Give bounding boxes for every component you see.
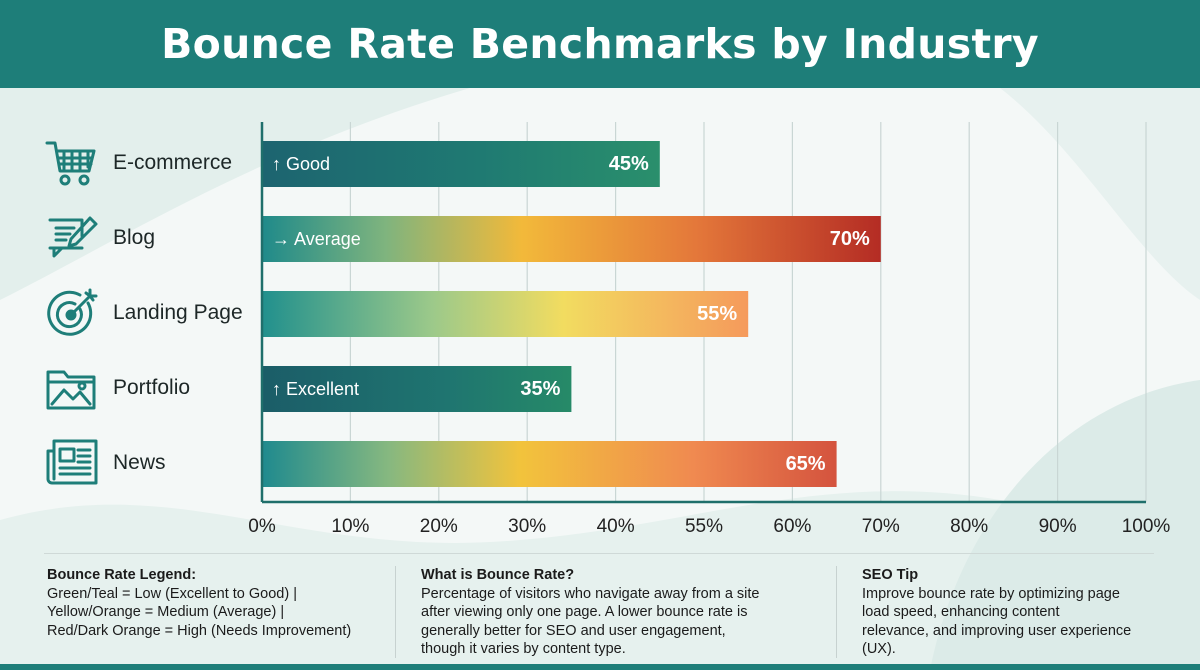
bar-value-label: 35%	[520, 377, 561, 400]
blog-pencil-icon	[48, 216, 98, 258]
bar-portfolio	[262, 366, 572, 412]
what-is-line: generally better for SEO and user engage…	[421, 622, 726, 639]
category-label: Portfolio	[113, 376, 191, 399]
seo-tip-line: load speed, enhancing content	[862, 604, 1060, 620]
category-row-ecommerce: E-commerce	[44, 135, 232, 191]
what-is-line: after viewing only one page. A lower bou…	[421, 604, 748, 620]
what-is-block: What is Bounce Rate? Percentage of visit…	[421, 566, 811, 659]
x-tick-label: 40%	[596, 516, 635, 537]
footer-separator	[836, 566, 837, 658]
page-title: Bounce Rate Benchmarks by Industry	[161, 20, 1039, 68]
bar-chart: E-commerce Blog Landing Page Portfolio	[0, 88, 1200, 548]
bar-note-portfolio: ↑ Excellent	[272, 378, 360, 399]
bottom-accent-line	[0, 664, 1200, 670]
legend-line: Green/Teal = Low (Excellent to Good) |	[47, 585, 297, 602]
bar-e-commerce	[262, 141, 660, 187]
bar-note-ecommerce: ↑ Good	[272, 153, 331, 174]
legend-block: Bounce Rate Legend: Green/Teal = Low (Ex…	[47, 566, 387, 640]
x-tick-label: 55%	[684, 516, 724, 537]
seo-tip-title: SEO Tip	[862, 567, 919, 583]
category-row-landing-page: Landing Page	[44, 285, 243, 341]
x-tick-label: 0%	[248, 516, 276, 537]
chart-canvas	[260, 122, 1147, 504]
header-banner: Bounce Rate Benchmarks by Industry	[0, 0, 1200, 88]
bar-landing-page	[262, 291, 749, 337]
x-tick-label: 100%	[1121, 516, 1171, 537]
what-is-line: though it varies by content type.	[421, 641, 626, 657]
seo-tip-line: Improve bounce rate by optimizing page	[862, 585, 1120, 602]
bar-value-label: 65%	[785, 452, 826, 475]
category-label: News	[113, 451, 166, 474]
x-tick-label: 60%	[773, 516, 812, 537]
category-row-blog: Blog	[44, 210, 155, 266]
category-label: E-commerce	[113, 151, 233, 174]
portfolio-folder-icon	[46, 370, 96, 410]
what-is-line: Percentage of visitors who navigate away…	[421, 585, 760, 602]
category-label: Landing Page	[113, 301, 243, 324]
legend-line: Yellow/Orange = Medium (Average) |	[47, 604, 285, 620]
bar-value-label: 45%	[608, 152, 649, 175]
category-row-portfolio: Portfolio	[44, 360, 190, 416]
seo-tip-line: (UX).	[862, 641, 896, 657]
legend-line: Red/Dark Orange = High (Needs Improvemen…	[47, 622, 352, 639]
legend-title: Bounce Rate Legend:	[47, 567, 197, 583]
x-tick-label: 30%	[508, 516, 547, 537]
category-label: Blog	[113, 226, 156, 249]
bar-value-label: 55%	[697, 302, 738, 325]
shopping-cart-icon	[45, 141, 96, 186]
category-row-news: News	[44, 435, 166, 491]
x-tick-label: 70%	[861, 516, 900, 537]
bar-blog	[262, 216, 881, 262]
bar-news	[262, 441, 837, 487]
x-tick-label: 80%	[950, 516, 989, 537]
footer-divider	[44, 553, 1154, 554]
x-tick-label: 10%	[331, 516, 370, 537]
x-tick-label: 20%	[419, 516, 458, 537]
target-icon	[47, 288, 98, 336]
bar-value-label: 70%	[829, 227, 870, 250]
newspaper-icon	[46, 439, 98, 485]
bar-note-blog: → Average	[272, 228, 361, 249]
seo-tip-line: relevance, and improving user experience	[862, 622, 1132, 639]
what-is-title: What is Bounce Rate?	[421, 567, 575, 583]
seo-tip-block: SEO Tip Improve bounce rate by optimizin…	[862, 566, 1162, 659]
footer-separator	[395, 566, 396, 658]
x-tick-label: 90%	[1038, 516, 1077, 537]
